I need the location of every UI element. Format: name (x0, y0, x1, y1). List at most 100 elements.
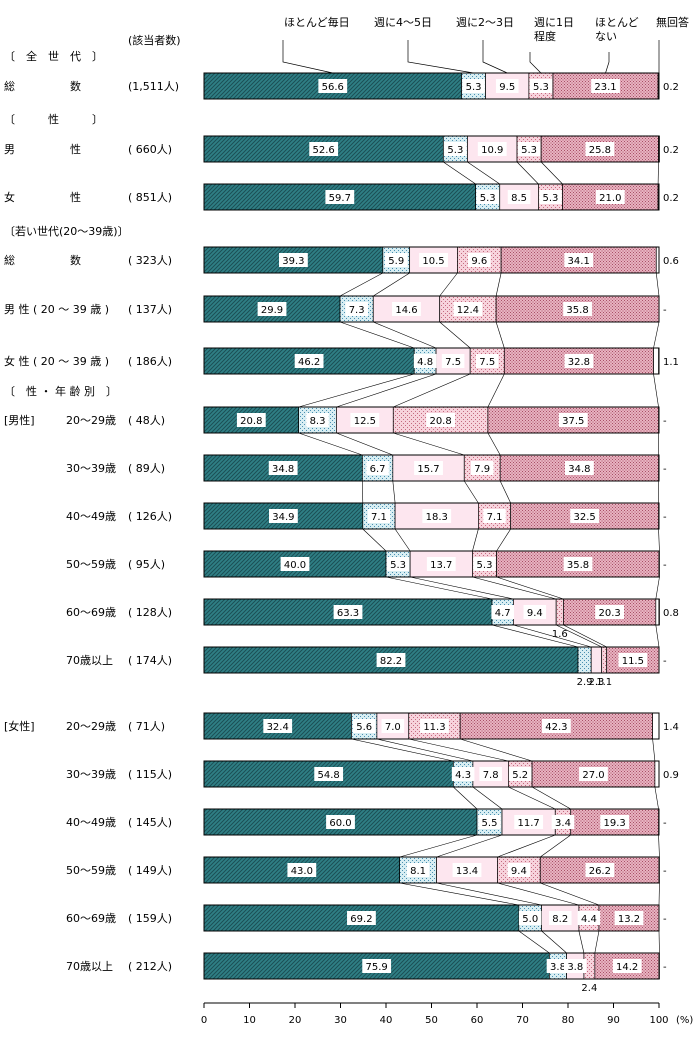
bar-outline (203, 135, 660, 163)
data-label-box (366, 461, 389, 475)
data-label: 13.7 (430, 560, 452, 571)
data-label: 25.8 (589, 145, 611, 156)
no-answer-label: - (663, 818, 667, 829)
data-label-box (279, 253, 308, 267)
row-count: (1,511人) (128, 80, 179, 93)
bar-segment-2-3-days (590, 646, 603, 674)
data-label: 9.5 (499, 82, 515, 93)
data-label: 9.6 (471, 256, 487, 267)
section-header: 〔 性 〕 (4, 112, 103, 126)
data-label: 5.3 (543, 193, 559, 204)
connector-line (436, 882, 542, 906)
bar-outline (203, 454, 660, 482)
data-label-box (491, 605, 515, 619)
no-answer-label: - (663, 416, 667, 427)
bar-outline (203, 646, 660, 674)
bar-segment-1-day (408, 712, 461, 740)
data-label-box (479, 767, 502, 781)
data-label: 7.1 (371, 512, 387, 523)
data-label-box (618, 653, 648, 667)
data-label-box (517, 142, 541, 156)
connector-line (460, 738, 533, 762)
data-label-box (422, 509, 452, 523)
data-label: 34.9 (272, 512, 294, 523)
connector-line (439, 272, 458, 297)
data-label-box (451, 767, 475, 781)
row-label: 70歳以上 (66, 654, 113, 667)
data-label-box (326, 815, 355, 829)
data-label-box (406, 863, 430, 877)
x-tick-label: 80 (562, 1015, 575, 1026)
data-label: 7.5 (479, 357, 495, 368)
row-label: 20～29歳 (66, 720, 116, 733)
connector-line (392, 480, 396, 504)
legend-label: 無回答 (656, 15, 689, 29)
data-label: 8.3 (310, 416, 326, 427)
data-label-box (595, 190, 625, 204)
connector-line (655, 624, 660, 648)
data-label-box (570, 509, 600, 523)
data-label: 5.3 (521, 145, 537, 156)
legend-label: 週に2～3日 (456, 16, 514, 29)
x-tick-label: 70 (516, 1015, 529, 1026)
data-label: 5.3 (480, 193, 496, 204)
data-label: 32.8 (568, 357, 590, 368)
data-label-box (612, 959, 642, 973)
data-label-box (318, 79, 348, 93)
row-count: ( 323人) (128, 254, 172, 267)
data-label: 43.0 (291, 866, 313, 877)
data-label: 2.4 (581, 983, 597, 994)
row-label: 50～59歳 (66, 864, 116, 877)
data-label-box (309, 142, 339, 156)
data-label-box (518, 911, 542, 925)
bar-outline (203, 502, 660, 530)
data-label: 69.2 (350, 914, 372, 925)
row-label: 男 性 (4, 142, 81, 156)
no-answer-label: - (663, 560, 667, 571)
row-label: 40～49歳 (66, 510, 116, 523)
connector-line (516, 161, 539, 185)
connector-line (491, 624, 579, 648)
data-label-box (352, 719, 376, 733)
no-answer-label: - (663, 866, 667, 877)
bar-segment-1-day (601, 646, 608, 674)
data-label: 63.3 (337, 608, 359, 619)
row-count: ( 159人) (128, 912, 172, 925)
connector-line (385, 576, 493, 600)
legend-leader (605, 52, 610, 74)
data-label-box (546, 959, 570, 973)
data-label: 32.5 (573, 512, 595, 523)
row-count: ( 174人) (128, 654, 172, 667)
no-answer-label: - (663, 914, 667, 925)
data-label: 6.7 (370, 464, 386, 475)
row-label: 70歳以上 (66, 960, 113, 973)
bar-segment-4-5-days (577, 646, 592, 674)
legend-label: ない (595, 30, 617, 43)
data-label: 14.2 (616, 962, 638, 973)
row-label: 50～59歳 (66, 558, 116, 571)
row-label: 20～29歳 (66, 414, 116, 427)
legend-label: ほとんど (595, 16, 639, 29)
data-label-box (564, 461, 594, 475)
data-label: 34.1 (568, 256, 590, 267)
connector-line (487, 432, 501, 456)
data-label: 34.8 (568, 464, 590, 475)
bar-segment-no-answer (653, 347, 659, 375)
connector-line (472, 576, 557, 600)
data-label: 7.9 (474, 464, 490, 475)
data-label-box (381, 719, 405, 733)
data-label-box (476, 190, 499, 204)
connector-line (408, 738, 509, 762)
row-count: ( 851人) (128, 191, 172, 204)
data-label-box (514, 815, 544, 829)
data-label-box (591, 79, 620, 93)
row-label: 女 性 (4, 190, 81, 204)
connector-line (467, 161, 500, 185)
group-label: [女性] (4, 719, 35, 733)
data-label: 8.5 (511, 193, 527, 204)
data-label: 3.8 (550, 962, 566, 973)
data-label-box (414, 461, 443, 475)
data-label: 19.3 (604, 818, 626, 829)
data-label-box (600, 815, 630, 829)
